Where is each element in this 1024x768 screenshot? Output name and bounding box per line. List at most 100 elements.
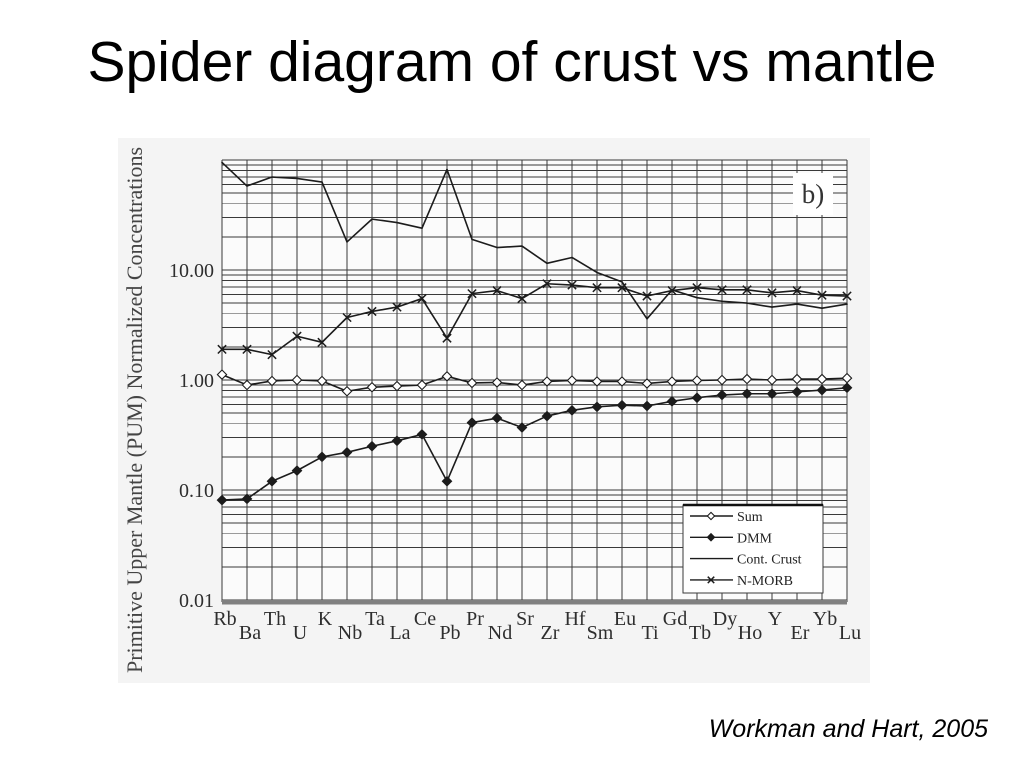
- x-tick-label: La: [389, 622, 410, 644]
- data-point-sum: [691, 375, 703, 386]
- data-point-n-morb: [292, 331, 302, 341]
- data-point-n-morb: [392, 302, 402, 312]
- legend-item-sum: Sum: [690, 510, 763, 525]
- data-point-n-morb: [842, 291, 852, 301]
- data-point-cont-crust: [771, 306, 773, 308]
- x-tick-label: Ta: [365, 608, 385, 630]
- data-point-cont-crust: [521, 245, 523, 247]
- x-tick-label: Hf: [564, 608, 585, 630]
- data-point-cont-crust: [696, 296, 698, 299]
- legend-item-n-morb: N-MORB: [690, 574, 793, 589]
- data-point-cont-crust: [821, 307, 823, 309]
- data-point-cont-crust: [471, 238, 473, 241]
- data-point-cont-crust: [621, 281, 623, 283]
- data-point-cont-crust: [571, 256, 573, 259]
- x-tick-label: Pb: [439, 622, 460, 644]
- data-point-n-morb: [267, 349, 277, 360]
- data-point-sum: [291, 374, 303, 386]
- data-point-cont-crust: [246, 185, 248, 187]
- x-tick-label: Sr: [516, 608, 534, 630]
- x-tick-label: Th: [264, 608, 286, 630]
- data-point-dmm: [266, 475, 278, 487]
- data-point-dmm: [466, 417, 478, 428]
- data-point-dmm: [341, 446, 353, 458]
- x-tick-label: Eu: [614, 608, 636, 630]
- data-point-dmm: [841, 382, 853, 394]
- data-point-sum: [416, 379, 428, 391]
- data-point-cont-crust: [796, 303, 798, 305]
- data-point-dmm: [766, 388, 778, 400]
- data-point-n-morb: [417, 293, 427, 304]
- data-point-sum: [816, 373, 828, 385]
- data-point-cont-crust: [296, 177, 298, 180]
- x-tick-label: Dy: [713, 608, 737, 630]
- data-point-cont-crust: [371, 218, 373, 220]
- data-series: [216, 161, 853, 506]
- series-n-morb: [217, 279, 852, 360]
- data-point-n-morb: [817, 290, 827, 300]
- data-point-dmm: [216, 494, 228, 506]
- data-point-dmm: [291, 465, 303, 477]
- data-point-cont-crust: [346, 241, 348, 243]
- legend-label: DMM: [737, 531, 773, 546]
- data-point-n-morb: [692, 283, 702, 293]
- series-dmm: [216, 382, 853, 506]
- data-point-sum: [241, 379, 253, 391]
- y-tick-label: 1.00: [179, 370, 214, 392]
- data-point-cont-crust: [721, 300, 723, 303]
- x-tick-label: Y: [768, 608, 782, 630]
- data-point-cont-crust: [396, 221, 398, 224]
- data-point-sum: [741, 373, 753, 385]
- data-point-dmm: [691, 392, 703, 404]
- plot-grid: [221, 159, 848, 605]
- data-point-sum: [566, 375, 578, 386]
- data-point-sum: [391, 380, 403, 392]
- data-point-dmm: [241, 493, 253, 505]
- legend-label: Cont. Crust: [737, 553, 802, 568]
- data-point-cont-crust: [321, 181, 323, 183]
- x-tick-label: Gd: [663, 608, 687, 630]
- data-point-n-morb: [467, 288, 477, 299]
- data-point-dmm: [616, 399, 628, 411]
- x-tick-label: Ti: [641, 622, 659, 644]
- series-cont-crust: [221, 161, 848, 320]
- panel-label: b): [793, 173, 833, 215]
- data-point-sum: [666, 376, 678, 387]
- data-point-dmm: [816, 384, 828, 396]
- y-tick-label: 0.10: [179, 480, 214, 502]
- data-point-dmm: [441, 475, 453, 487]
- data-point-cont-crust: [746, 302, 748, 304]
- y-tick-label: 0.01: [179, 590, 214, 612]
- data-point-cont-crust: [596, 271, 598, 274]
- data-point-n-morb: [342, 312, 352, 323]
- data-point-cont-crust: [221, 161, 223, 164]
- data-point-sum: [541, 376, 553, 387]
- x-tick-label: Rb: [213, 608, 236, 630]
- data-point-sum: [366, 381, 378, 393]
- data-point-cont-crust: [496, 246, 498, 249]
- data-point-sum: [516, 379, 528, 391]
- data-point-sum: [591, 376, 603, 387]
- data-point-dmm: [791, 386, 803, 398]
- x-tick-label: Ho: [738, 622, 762, 644]
- data-point-dmm: [566, 404, 578, 416]
- series-sum: [216, 369, 853, 397]
- data-point-sum: [766, 374, 778, 386]
- data-point-n-morb: [217, 344, 227, 355]
- x-tick-label: K: [318, 608, 333, 630]
- data-point-sum: [616, 376, 628, 387]
- x-tick-label: Nb: [338, 622, 362, 644]
- legend-item-dmm: DMM: [690, 531, 773, 546]
- data-point-dmm: [741, 388, 753, 400]
- data-point-cont-crust: [421, 227, 423, 229]
- data-point-sum: [266, 375, 278, 387]
- data-point-n-morb: [667, 285, 677, 296]
- y-axis-label: Primitive Upper Mantle (PUM) Normalized …: [122, 147, 147, 673]
- x-tick-label: Pr: [466, 608, 484, 630]
- panel-label-box: [793, 173, 833, 215]
- data-point-dmm: [591, 401, 603, 413]
- data-point-n-morb: [592, 283, 602, 293]
- data-point-n-morb: [617, 283, 627, 293]
